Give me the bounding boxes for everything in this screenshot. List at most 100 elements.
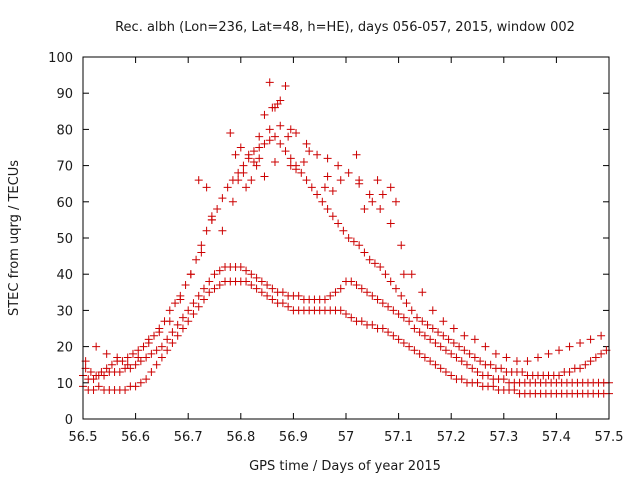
data-point	[365, 190, 374, 199]
data-point	[255, 132, 264, 141]
data-point	[249, 147, 258, 156]
data-point	[150, 331, 159, 340]
data-point	[518, 367, 527, 376]
y-tick-label: 40	[56, 268, 73, 283]
data-point	[439, 331, 448, 340]
data-point	[286, 161, 295, 170]
data-point	[247, 270, 256, 279]
data-point	[107, 360, 116, 369]
data-point	[486, 360, 495, 369]
data-point	[336, 284, 345, 293]
data-point	[278, 299, 287, 308]
data-point	[512, 357, 521, 366]
data-point	[247, 176, 256, 185]
data-point	[86, 367, 95, 376]
data-point	[347, 277, 356, 286]
data-point	[92, 371, 101, 380]
data-point	[523, 357, 532, 366]
data-point	[257, 288, 266, 297]
data-point	[242, 277, 251, 286]
data-point	[413, 313, 422, 322]
axis-ticks: 56.5 56.6 56.7 56.8 56.9 57 57.1 57.2 57.3 57.4 57…	[48, 51, 623, 445]
data-point	[236, 143, 245, 152]
data-point	[205, 277, 214, 286]
data-point	[334, 161, 343, 170]
data-point	[218, 194, 227, 203]
data-point	[533, 353, 542, 362]
data-point	[441, 346, 450, 355]
data-point	[184, 317, 193, 326]
data-point	[205, 288, 214, 297]
data-point	[355, 241, 364, 250]
data-point	[163, 335, 172, 344]
data-point	[257, 277, 266, 286]
data-point	[252, 161, 261, 170]
x-tick-label: 57	[338, 430, 355, 445]
data-point	[465, 349, 474, 358]
data-point	[476, 357, 485, 366]
data-point	[491, 349, 500, 358]
data-point	[334, 219, 343, 228]
data-point	[302, 139, 311, 148]
data-point	[194, 291, 203, 300]
data-point	[363, 288, 372, 297]
data-point	[397, 291, 406, 300]
data-point	[357, 284, 366, 293]
data-point	[565, 367, 574, 376]
data-point	[597, 331, 606, 340]
data-point	[391, 197, 400, 206]
data-point	[373, 295, 382, 304]
data-point	[234, 176, 243, 185]
data-point	[134, 346, 143, 355]
data-point	[399, 313, 408, 322]
data-point	[323, 172, 332, 181]
data-point	[452, 353, 461, 362]
data-point	[242, 183, 251, 192]
data-point	[173, 331, 182, 340]
data-point	[157, 353, 166, 362]
x-tick-label: 56.6	[121, 430, 150, 445]
data-point	[426, 357, 435, 366]
data-point	[368, 197, 377, 206]
data-point	[142, 353, 151, 362]
data-point	[265, 136, 274, 145]
data-point	[586, 335, 595, 344]
y-tick-label: 60	[56, 196, 73, 211]
data-point	[181, 281, 190, 290]
data-point	[394, 335, 403, 344]
data-point	[186, 270, 195, 279]
data-point	[139, 342, 148, 351]
data-point	[473, 367, 482, 376]
data-point	[481, 342, 490, 351]
data-point	[305, 147, 314, 156]
data-point	[444, 335, 453, 344]
data-point	[189, 299, 198, 308]
x-tick-label: 57.3	[489, 430, 518, 445]
data-point	[265, 78, 274, 87]
data-point	[281, 147, 290, 156]
data-point	[89, 386, 98, 395]
data-point	[410, 346, 419, 355]
data-point	[255, 143, 264, 152]
data-point	[276, 121, 285, 130]
data-point	[349, 237, 358, 246]
data-point	[344, 234, 353, 242]
data-point	[378, 190, 387, 199]
data-point	[252, 273, 261, 282]
data-point	[268, 284, 277, 293]
data-point	[173, 320, 182, 329]
x-tick-label: 57.1	[384, 430, 413, 445]
data-point	[242, 266, 251, 275]
data-point	[462, 360, 471, 369]
data-point	[320, 295, 329, 304]
data-point	[376, 262, 385, 271]
data-point	[484, 371, 493, 380]
x-tick-label: 56.9	[279, 430, 308, 445]
data-point	[152, 360, 161, 369]
data-point	[510, 386, 519, 395]
data-point	[336, 306, 345, 315]
data-point	[423, 320, 432, 329]
data-point	[268, 103, 277, 112]
data-point	[194, 176, 203, 185]
data-point	[123, 360, 132, 369]
